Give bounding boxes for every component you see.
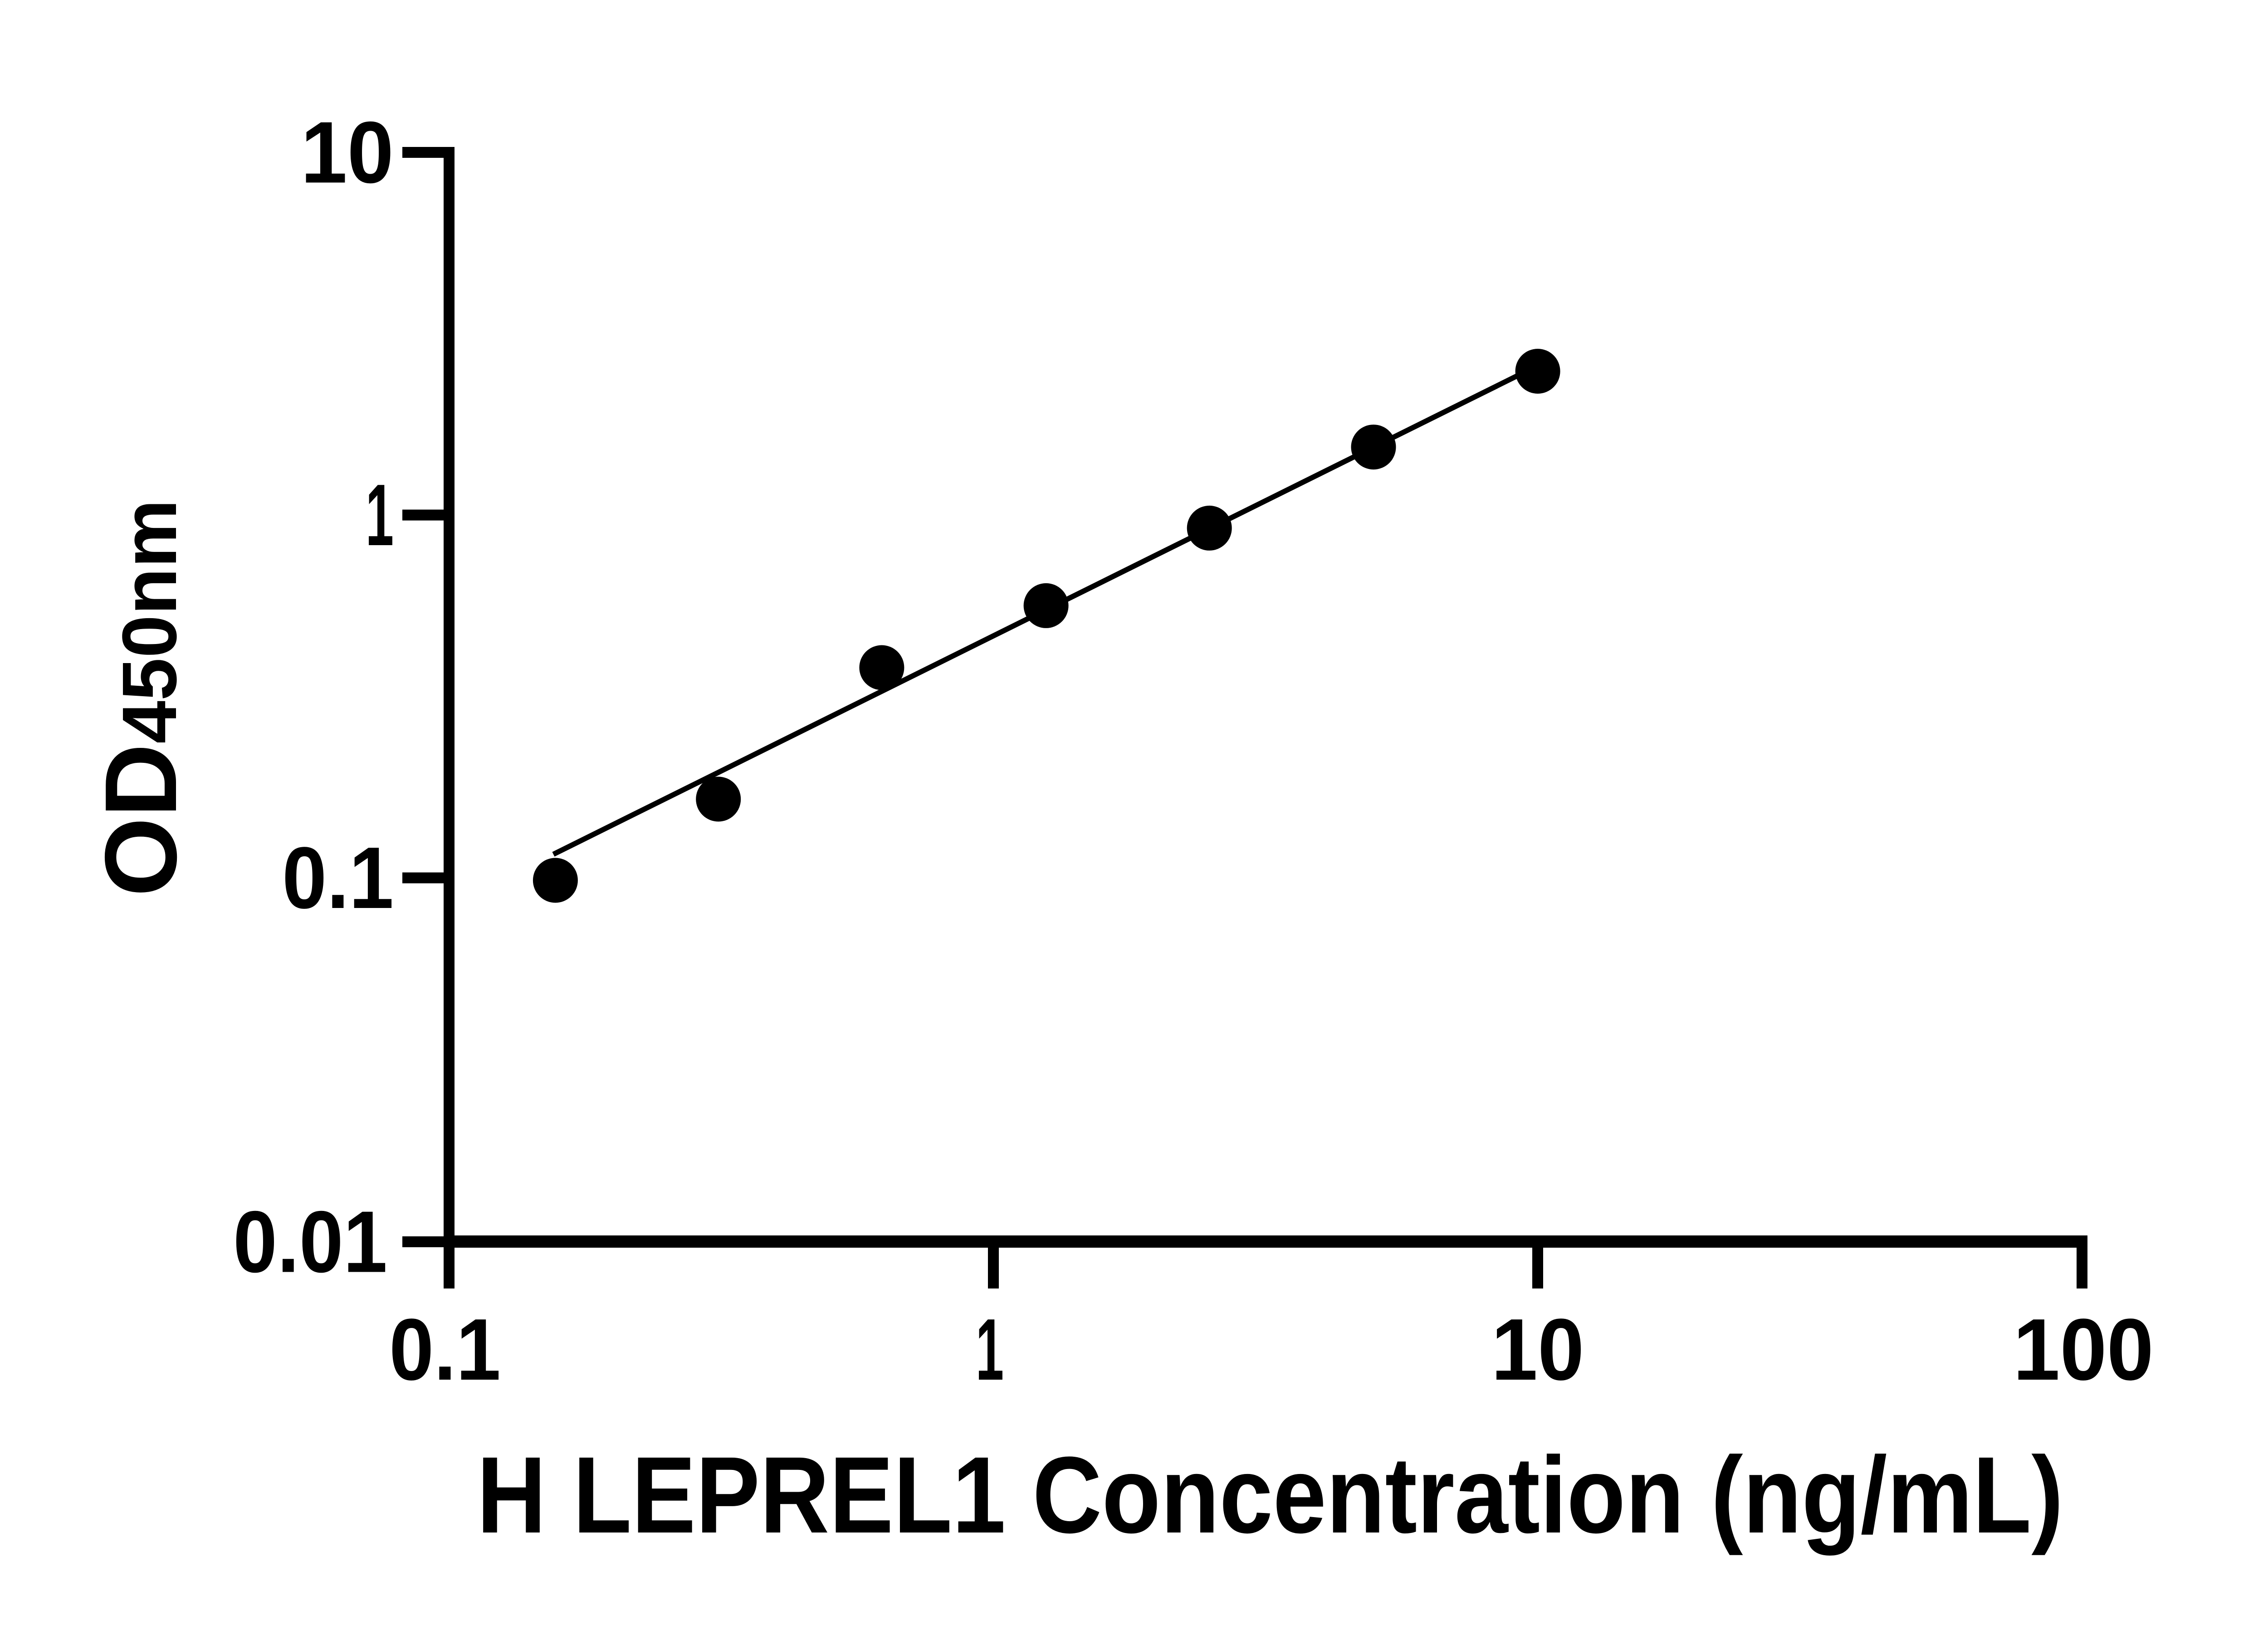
svg-text:0.1: 0.1 xyxy=(282,829,394,927)
svg-text:0.1: 0.1 xyxy=(389,1300,501,1398)
svg-text:1: 1 xyxy=(976,1300,1004,1398)
svg-text:H LEPREL1 Concentration (ng/mL: H LEPREL1 Concentration (ng/mL) xyxy=(477,1434,2063,1556)
svg-text:1: 1 xyxy=(366,466,394,564)
svg-text:OD450nm: OD450nm xyxy=(83,499,198,897)
svg-text:0.01: 0.01 xyxy=(233,1193,387,1291)
svg-text:10: 10 xyxy=(301,103,394,201)
svg-text:100: 100 xyxy=(2013,1300,2154,1398)
svg-text:10: 10 xyxy=(1491,1300,1584,1398)
